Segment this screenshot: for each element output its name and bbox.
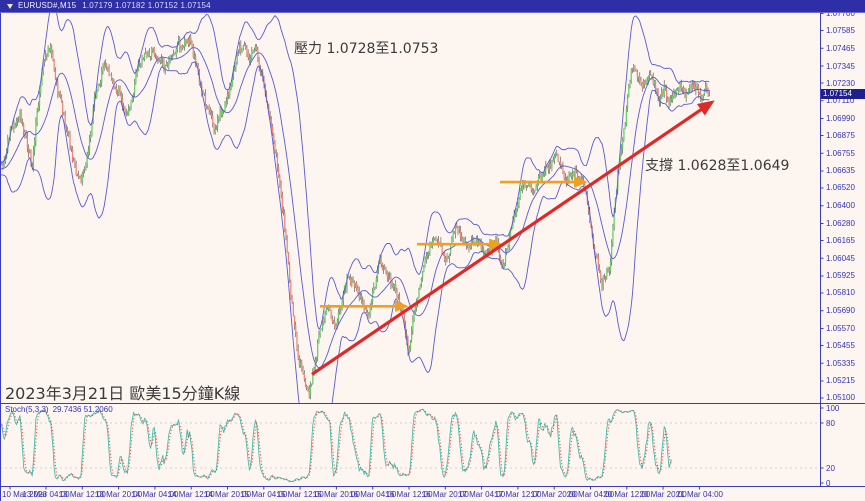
resistance-annotation[interactable]: 壓力 1.0728至1.0753 — [294, 41, 439, 57]
price-axis-label: 1.05335 — [826, 358, 855, 368]
time-axis-label: 10 Mar 2023 — [2, 490, 47, 499]
time-axis-label: 14 Mar 12:00 — [167, 490, 215, 499]
time-axis-label: 16 Mar 12:00 — [385, 490, 433, 499]
price-axis-label: 1.06990 — [826, 114, 855, 123]
time-axis-label: 17 Mar 20:00 — [530, 490, 578, 499]
support-annotation[interactable]: 支撐 1.0628至1.0649 — [645, 158, 790, 174]
price-axis-label: 1.07465 — [826, 43, 855, 53]
time-axis-label: 15 Mar 20:00 — [312, 490, 360, 499]
price-axis-label: 1.05215 — [826, 376, 855, 386]
time-axis-label: 16 Mar 04:00 — [349, 490, 397, 499]
indicator-axis-label: 80 — [826, 419, 835, 428]
price-axis-label: 1.05570 — [826, 323, 855, 333]
time-axis-label: 13 Mar 04:00 — [22, 490, 70, 499]
price-axis-label: 1.05690 — [826, 306, 855, 316]
indicator-axis-label: 20 — [826, 464, 835, 473]
symbol-dropdown-icon[interactable] — [7, 3, 13, 9]
time-axis-label: 20 Mar 12:00 — [603, 490, 651, 499]
price-axis-label: 1.06400 — [826, 201, 855, 211]
chart-title-ohlc: 1.07179 1.07182 1.07152 1.07154 — [82, 1, 211, 10]
price-axis-label: 1.06280 — [826, 218, 855, 228]
price-axis-label: 1.05100 — [826, 393, 855, 403]
time-axis-label: 20 Mar 20:00 — [639, 490, 687, 499]
time-axis-label: 13 Mar 20:00 — [95, 490, 143, 499]
price-axis-label: 1.06875 — [826, 131, 855, 140]
price-axis-label: 1.07700 — [826, 9, 855, 18]
price-axis-label: 1.05455 — [826, 340, 855, 350]
bollinger-band-line — [0, 61, 710, 403]
time-axis-label: 21 Mar 04:00 — [675, 490, 723, 499]
current-price-tag: 1.07154 — [821, 89, 865, 100]
time-axis-label: 14 Mar 20:00 — [203, 490, 252, 499]
indicator-name: Stoch(5,3,3) — [5, 405, 49, 414]
price-axis-label: 1.07585 — [826, 26, 855, 36]
price-axis-label: 1.07230 — [826, 78, 855, 88]
price-axis-label: 1.05810 — [826, 288, 855, 298]
time-axis-label: 17 Mar 12:00 — [494, 490, 542, 499]
current-price-value: 1.07154 — [823, 89, 852, 99]
price-axis-label: 1.06165 — [826, 235, 855, 245]
price-axis-label: 1.07345 — [826, 61, 855, 71]
chart-title-symbol: EURUSD#,M15 — [18, 1, 77, 10]
time-axis-label: 16 Mar 20:00 — [421, 490, 469, 499]
stoch-d-line — [0, 409, 672, 483]
indicator-axis-label: 100 — [826, 404, 840, 413]
time-axis-label: 15 Mar 04:00 — [240, 490, 288, 499]
time-axis-label: 13 Mar 12:00 — [58, 490, 106, 499]
bollinger-band-line — [0, 47, 710, 369]
indicator-axis-label: 0 — [826, 479, 831, 488]
price-axis-label: 1.07110 — [826, 96, 855, 106]
stochastic-series — [0, 408, 818, 483]
price-axis-label: 1.06635 — [826, 166, 855, 176]
time-axis-label: 17 Mar 04:00 — [458, 490, 506, 499]
price-axis-label: 1.06520 — [826, 183, 855, 193]
stoch-k-line — [0, 408, 672, 483]
chart-caption: 2023年3月21日 歐美15分鐘K線 — [5, 384, 241, 403]
chart-title-bar: EURUSD#,M15 1.07179 1.07182 1.07152 1.07… — [0, 0, 865, 13]
time-axis-label: 14 Mar 04:00 — [131, 490, 179, 499]
price-axis-label: 1.06755 — [826, 148, 855, 158]
price-axis-label: 1.06045 — [826, 253, 855, 263]
indicator-values: 29.7436 51.2060 — [52, 405, 113, 414]
time-axis-label: 15 Mar 12:00 — [276, 490, 324, 499]
bollinger-band-line — [0, 12, 710, 330]
time-axis-label: 20 Mar 04:00 — [566, 490, 615, 499]
trendline-arrow[interactable] — [311, 100, 715, 376]
price-axis-label: 1.05925 — [826, 271, 855, 281]
indicator-label: Stoch(5,3,3) 29.7436 51.2060 — [5, 405, 117, 414]
